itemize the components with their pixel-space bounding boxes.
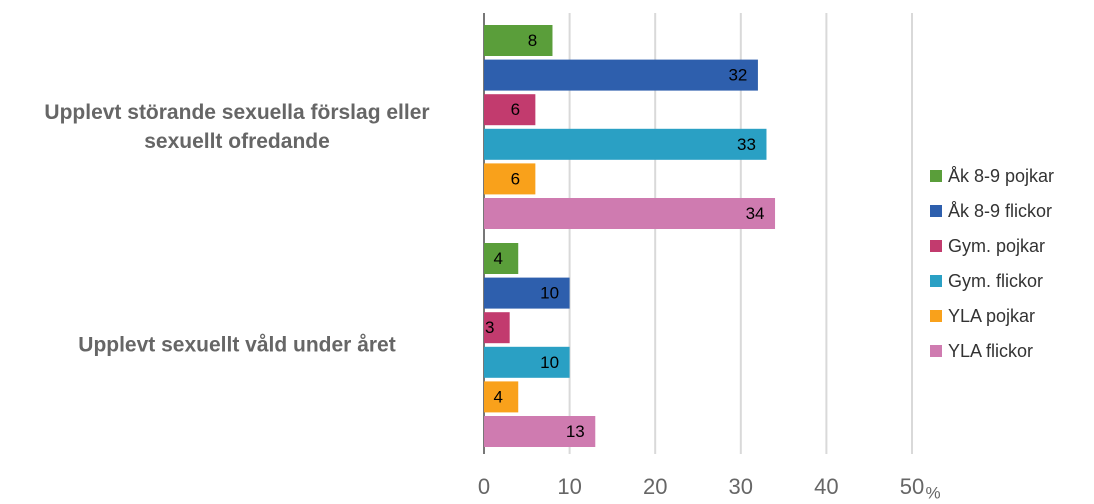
- legend-label: YLA pojkar: [948, 306, 1035, 326]
- bar: [484, 416, 596, 447]
- bar: [484, 128, 767, 160]
- bar: [484, 59, 758, 91]
- legend-swatch: [930, 310, 942, 322]
- legend-swatch: [930, 170, 942, 182]
- bar: [484, 346, 570, 378]
- x-tick-label: 50: [900, 474, 924, 499]
- bar: [484, 198, 776, 229]
- bar: [484, 163, 536, 195]
- bar: [484, 312, 510, 344]
- x-tick-label: 30: [729, 474, 753, 499]
- data-label: 10: [540, 353, 559, 372]
- bar: [484, 277, 570, 309]
- x-tick-label: 40: [814, 474, 838, 499]
- legend-swatch: [930, 275, 942, 287]
- data-label: 8: [528, 31, 537, 50]
- data-label: 33: [737, 135, 756, 154]
- x-tick-label: 0: [478, 474, 490, 499]
- bar: [484, 94, 536, 126]
- legend-label: Åk 8-9 flickor: [948, 201, 1052, 221]
- data-label: 4: [494, 387, 503, 406]
- bar: [484, 243, 519, 274]
- data-label: 6: [511, 100, 520, 119]
- data-label: 32: [728, 66, 747, 85]
- data-label: 34: [746, 204, 765, 223]
- x-axis-label: %: [925, 483, 940, 502]
- legend-swatch: [930, 205, 942, 217]
- legend-label: Åk 8-9 pojkar: [948, 166, 1054, 186]
- x-tick-label: 10: [557, 474, 581, 499]
- data-label: 10: [540, 284, 559, 303]
- legend-swatch: [930, 345, 942, 357]
- data-label: 4: [494, 249, 503, 268]
- data-label: 3: [485, 318, 494, 337]
- bar: [484, 381, 519, 413]
- bar: [484, 25, 553, 56]
- y-tick-label: Upplevt sexuellt våld under året: [78, 333, 396, 357]
- legend-label: Gym. flickor: [948, 271, 1043, 291]
- legend-label: YLA flickor: [948, 341, 1033, 361]
- x-tick-label: 20: [643, 474, 667, 499]
- y-tick-label: Upplevt störande sexuella förslag eller …: [44, 101, 430, 153]
- data-label: 6: [511, 169, 520, 188]
- legend-label: Gym. pojkar: [948, 236, 1045, 256]
- legend-swatch: [930, 240, 942, 252]
- data-label: 13: [566, 422, 585, 441]
